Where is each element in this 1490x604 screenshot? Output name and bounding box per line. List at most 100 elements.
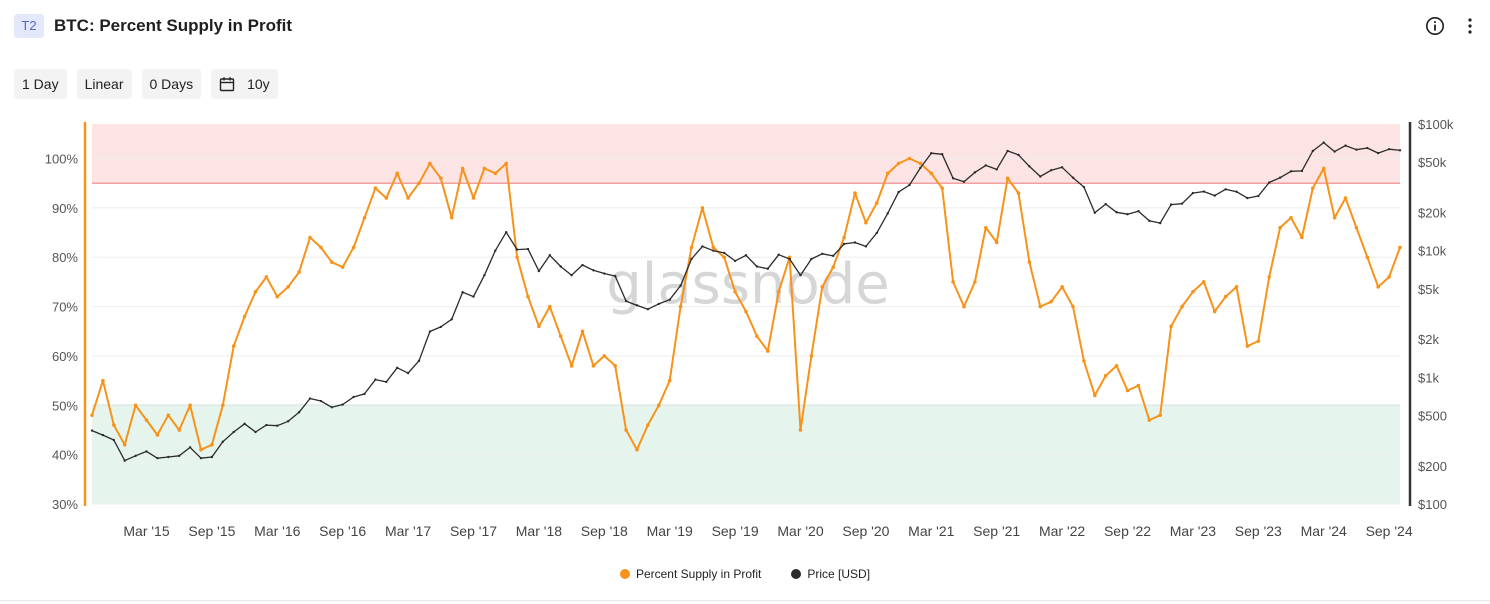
- price-point: [614, 274, 617, 278]
- supply-point: [635, 447, 639, 452]
- price-point: [810, 257, 813, 261]
- supply-point: [1027, 260, 1032, 264]
- x-tick-label: Mar '18: [516, 523, 562, 539]
- supply-point: [1180, 304, 1184, 309]
- resolution-button[interactable]: 1 Day: [14, 69, 67, 99]
- price-point: [570, 274, 573, 277]
- price-point: [1235, 190, 1238, 193]
- left-tick-label: 50%: [52, 398, 78, 413]
- price-point: [221, 440, 224, 443]
- supply-point: [166, 413, 171, 417]
- date-range-button[interactable]: 10y: [211, 69, 278, 99]
- price-point: [679, 284, 682, 287]
- price-point: [1169, 203, 1173, 206]
- price-point: [515, 248, 519, 251]
- supply-point: [231, 344, 236, 348]
- x-tick-label: Mar '24: [1301, 523, 1347, 539]
- price-point: [1159, 221, 1162, 225]
- price-point: [1180, 202, 1184, 205]
- supply-point: [482, 166, 487, 171]
- price-point: [1289, 170, 1293, 173]
- supply-point: [340, 265, 345, 269]
- price-point: [156, 456, 159, 460]
- price-point: [799, 274, 802, 277]
- right-tick-label: $20k: [1418, 206, 1447, 221]
- price-point: [396, 366, 399, 369]
- right-tick-label: $2k: [1418, 332, 1439, 347]
- price-point: [363, 392, 366, 396]
- price-point: [657, 302, 660, 306]
- price-point: [951, 177, 955, 180]
- price-point: [505, 230, 508, 234]
- supply-point: [940, 186, 944, 190]
- calendar-icon: [219, 77, 235, 92]
- supply-point: [646, 423, 650, 427]
- supply-point: [984, 225, 988, 230]
- price-series[interactable]: [90, 141, 1402, 462]
- supply-point: [1343, 196, 1348, 200]
- scale-button[interactable]: Linear: [76, 69, 132, 99]
- price-point: [624, 299, 628, 303]
- supply-point: [864, 220, 868, 225]
- price-point: [178, 454, 181, 458]
- price-point: [330, 406, 333, 409]
- price-point: [886, 212, 889, 215]
- price-point: [821, 252, 824, 255]
- legend-item-price[interactable]: Price [USD]: [791, 565, 870, 583]
- supply-point: [1093, 393, 1097, 398]
- supply-series[interactable]: [90, 156, 1402, 452]
- supply-point: [1376, 285, 1380, 289]
- supply-point: [962, 304, 966, 309]
- price-point: [777, 253, 780, 256]
- x-tick-label: Sep '23: [1235, 523, 1282, 539]
- supply-point: [624, 428, 628, 432]
- supply-point: [1191, 289, 1195, 294]
- supply-point: [199, 447, 203, 452]
- price-point: [1387, 147, 1391, 151]
- price-point: [112, 438, 116, 442]
- left-axis-ticks: 30% 40% 50% 60% 70% 80% 90% 100%: [45, 152, 79, 512]
- right-axis-ticks: $100 $200 $500 $1k $2k $5k $10k $20k $50k $100k: [1418, 117, 1454, 512]
- price-point: [832, 254, 835, 258]
- chart-area[interactable]: glassnode 30% 40% 50% 60% 70% 80% 90% 100% $100…: [0, 110, 1490, 560]
- supply-point: [471, 196, 476, 200]
- supply-point: [101, 378, 105, 383]
- supply-point: [1398, 245, 1402, 250]
- price-point: [1148, 219, 1151, 223]
- price-point: [1006, 149, 1009, 153]
- sma-button[interactable]: 0 Days: [141, 69, 202, 99]
- supply-point: [384, 196, 389, 200]
- supply-point: [112, 423, 116, 427]
- supply-point: [1234, 285, 1239, 289]
- supply-point: [428, 161, 432, 166]
- supply-point: [133, 403, 138, 408]
- info-circle-icon[interactable]: [1425, 16, 1445, 36]
- supply-point: [1387, 275, 1391, 279]
- price-point: [592, 269, 595, 272]
- supply-point: [918, 161, 923, 166]
- chart-svg[interactable]: glassnode 30% 40% 50% 60% 70% 80% 90% 100% $100…: [0, 110, 1490, 560]
- supply-point: [1005, 176, 1010, 181]
- price-point: [232, 430, 235, 434]
- supply-point: [264, 275, 269, 279]
- watermark: glassnode: [606, 252, 890, 317]
- supply-point: [853, 191, 857, 195]
- price-point: [385, 380, 388, 384]
- supply-point: [90, 413, 94, 417]
- supply-point: [449, 215, 454, 220]
- x-tick-label: Sep '21: [973, 523, 1020, 539]
- supply-point: [1289, 215, 1293, 220]
- supply-point: [842, 235, 846, 240]
- price-point: [1213, 194, 1216, 197]
- vertical-dots-icon[interactable]: [1462, 16, 1478, 36]
- supply-point: [1267, 275, 1271, 279]
- page-title: BTC: Percent Supply in Profit: [54, 16, 293, 35]
- x-tick-label: Mar '16: [254, 523, 300, 539]
- legend-item-supply[interactable]: Percent Supply in Profit: [619, 565, 761, 583]
- supply-point: [580, 329, 585, 334]
- supply-point: [929, 171, 934, 176]
- supply-point: [1202, 280, 1206, 284]
- supply-point: [689, 245, 694, 250]
- price-point: [287, 420, 290, 423]
- supply-point: [548, 304, 552, 309]
